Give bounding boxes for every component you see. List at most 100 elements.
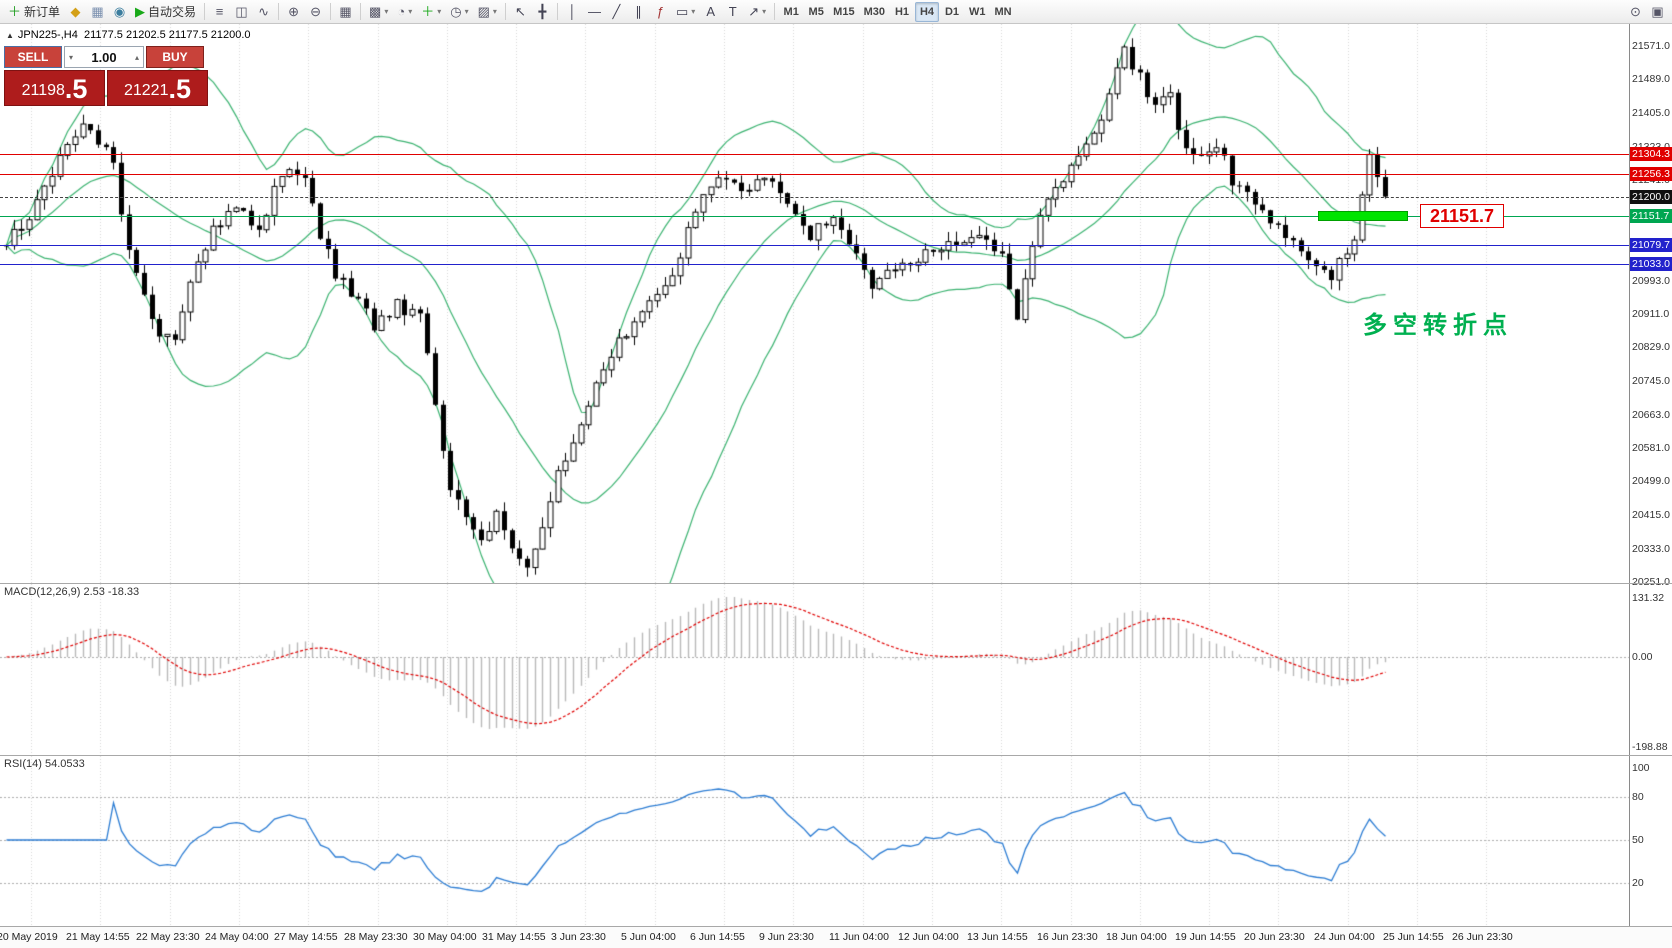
horizontal-line-button[interactable]: ― [584,2,605,22]
windows-button[interactable]: ▣ [1647,2,1668,22]
panel-splitter[interactable] [0,926,1672,927]
candlestick-chart-canvas[interactable] [0,24,1629,583]
channel-icon: ∥ [635,4,642,19]
trendline-icon: ╱ [612,4,621,19]
crosshair-icon: ╋ [538,4,547,19]
panel-splitter[interactable] [0,583,1672,584]
tile-windows-button[interactable]: ▦ [335,2,356,22]
arrows-button[interactable]: ↗ ▾ [744,2,770,22]
time-axis-label: 5 Jun 04:00 [621,931,676,943]
timeframe-m1-button[interactable]: M1 [783,5,799,18]
label-button[interactable]: T [722,2,743,22]
arrows-icon: ↗ [748,4,760,19]
new-order-label: 新订单 [24,5,61,19]
one-click-panel-toggle[interactable]: ▲ [6,31,14,40]
volume-control[interactable]: ▾ 1.00 ▴ [64,46,144,68]
time-axis-label: 26 Jun 23:30 [1452,931,1513,943]
time-axis-label: 30 May 04:00 [413,931,477,943]
sell-button[interactable]: SELL [4,46,62,68]
dropdown-arrow-icon[interactable]: ▾ [437,7,442,16]
key-level-price-label[interactable]: 21151.7 [1420,204,1504,228]
cursor-button[interactable]: ↖ [510,2,531,22]
timeframe-h4-button[interactable]: H4 [914,1,939,22]
channel-button[interactable]: ∥ [628,2,649,22]
line-chart-icon: ∿ [258,4,269,19]
text-button[interactable]: A [700,2,721,22]
shapes-button[interactable]: ▭ ▾ [672,2,699,22]
rsi-axis-tick: 100 [1632,762,1650,774]
timeframe-h1-button[interactable]: H1 [894,5,910,18]
timeframe-d1-button[interactable]: D1 [944,5,960,18]
line-chart-button[interactable]: ∿ [253,2,274,22]
volume-increase-button[interactable]: ▴ [134,52,139,62]
profiles-button[interactable]: ◔ ▾ [393,2,416,22]
price-badge-21200.0: 21200.0 [1630,190,1672,204]
templates-button[interactable]: ▨ ▾ [474,2,501,22]
time-axis-label: 25 Jun 14:55 [1383,931,1444,943]
periods-button[interactable]: ◷ ▾ [446,2,472,22]
fibonacci-button[interactable]: ƒ [650,2,671,22]
zoom-out-button[interactable]: ⊖ [305,2,326,22]
price-level-line-21200.0[interactable] [0,197,1629,198]
vertical-line-button[interactable]: │ [562,2,583,22]
timeframe-m15-button[interactable]: M15 [833,5,855,18]
search-button[interactable]: ⊙ [1625,2,1646,22]
highlight-bar[interactable] [1318,211,1408,221]
profiles-icon: ◔ [397,4,406,19]
timeframe-m5-button[interactable]: M5 [808,5,824,18]
navigator-button[interactable]: ◉ [109,2,130,22]
dropdown-arrow-icon[interactable]: ▾ [691,7,696,16]
price-level-line-21151.7[interactable] [0,216,1629,217]
time-scale-axis[interactable]: 20 May 2019 21 May 14:55 22 May 23:30 24 Ma… [0,927,1672,948]
trendline-button[interactable]: ╱ [606,2,627,22]
dropdown-arrow-icon[interactable]: ▾ [408,7,413,16]
rsi-indicator-panel[interactable]: RSI(14) 54.0533 [0,756,1629,926]
new-order-button[interactable]: ＋新订单 [4,2,64,22]
ask-price-box[interactable]: 21221.5 [107,70,208,106]
volume-decrease-button[interactable]: ▾ [68,52,73,62]
autotrading-button[interactable]: ▶ 自动交易 [131,2,200,22]
panel-splitter[interactable] [0,755,1672,756]
new-order-icon: ＋ [8,4,22,19]
timeframe-m30-button[interactable]: M30 [863,5,885,18]
zoom-out-icon: ⊖ [310,4,321,19]
zoom-in-button[interactable]: ⊕ [283,2,304,22]
time-axis-label: 27 May 14:55 [274,931,338,943]
data-window-button[interactable]: ▦ [87,2,108,22]
price-axis-tick: 20499.0 [1632,475,1670,488]
candlestick-chart-button[interactable]: ◫ [231,2,252,22]
indicators-button[interactable]: ＋ ▾ [417,2,445,22]
price-chart-panel[interactable]: ▲ JPN225-,H4 21177.5 21202.5 21177.5 2120… [0,24,1629,583]
macd-indicator-label: MACD(12,26,9) 2.53 -18.33 [4,586,140,598]
chart-annotation-text[interactable]: 多空转折点 [1363,312,1513,339]
dropdown-arrow-icon[interactable]: ▾ [384,7,389,16]
macd-chart-canvas[interactable] [0,584,1629,755]
dropdown-arrow-icon[interactable]: ▾ [762,7,767,16]
crosshair-button[interactable]: ╋ [532,2,553,22]
rsi-chart-canvas[interactable] [0,756,1629,926]
time-axis-label: 16 Jun 23:30 [1037,931,1098,943]
bar-chart-icon: ≡ [215,4,224,19]
timeframe-mn-button[interactable]: MN [994,5,1012,18]
price-axis-tick: 20251.0 [1632,576,1670,588]
buy-button[interactable]: BUY [146,46,204,68]
price-level-line-21256.3[interactable] [0,174,1629,175]
market-watch-button[interactable]: ◆ [65,2,86,22]
time-axis-label: 24 Jun 04:00 [1314,931,1375,943]
time-axis-label: 6 Jun 14:55 [690,931,745,943]
price-level-line-21079.7[interactable] [0,245,1629,246]
new-chart-button[interactable]: ▩ ▾ [365,2,392,22]
price-badge-21256.3: 21256.3 [1630,167,1672,181]
toolbar-separator [330,3,332,20]
chart-title: ▲ JPN225-,H4 21177.5 21202.5 21177.5 2120… [6,29,251,41]
dropdown-arrow-icon[interactable]: ▾ [464,7,469,16]
bid-price-box[interactable]: 21198.5 [4,70,105,106]
macd-indicator-panel[interactable]: MACD(12,26,9) 2.53 -18.33 [0,584,1629,755]
timeframe-w1-button[interactable]: W1 [968,5,986,18]
volume-value[interactable]: 1.00 [91,49,117,65]
price-level-line-21304.3[interactable] [0,154,1629,155]
time-axis-label: 18 Jun 04:00 [1106,931,1167,943]
dropdown-arrow-icon[interactable]: ▾ [492,7,497,16]
price-level-line-21033.0[interactable] [0,264,1629,265]
bar-chart-button[interactable]: ≡ [209,2,230,22]
